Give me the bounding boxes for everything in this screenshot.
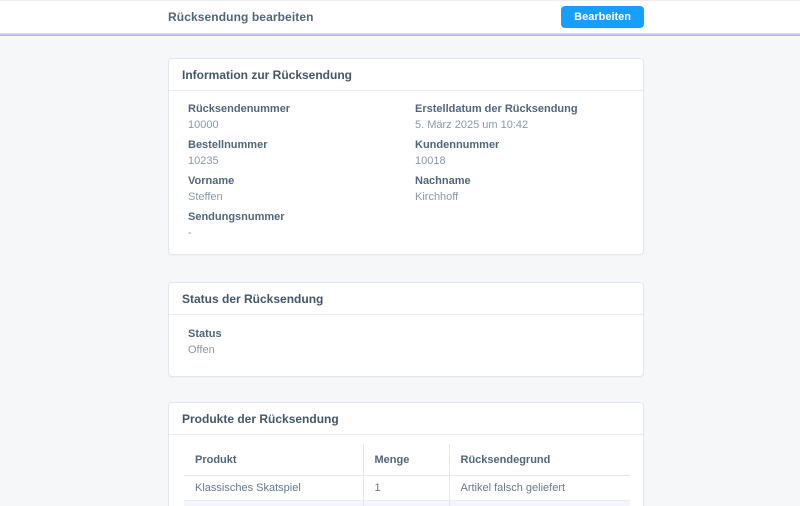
field-label: Status bbox=[188, 328, 222, 340]
smart-bar-content: Rücksendung bearbeiten Bearbeiten bbox=[168, 1, 644, 33]
status-card-body: Status Offen bbox=[169, 315, 643, 376]
field-created-date: Erstelldatum der Rücksendung 5. März 202… bbox=[415, 103, 629, 132]
table-row: Trinkflasche "Fitness" 2 Zur Auswahl bes… bbox=[184, 500, 630, 506]
field-value: 10018 bbox=[415, 155, 446, 167]
cell-product: Klassisches Skatspiel bbox=[184, 475, 363, 501]
status-card-title: Status der Rücksendung bbox=[169, 283, 643, 315]
info-card-title: Information zur Rücksendung bbox=[169, 59, 643, 91]
column-header-product: Produkt bbox=[184, 444, 363, 476]
field-tracking-number: Sendungsnummer - bbox=[188, 211, 415, 240]
cell-return-reason: Zur Auswahl bestellt bbox=[448, 500, 630, 506]
field-label: Kundennummer bbox=[415, 139, 500, 151]
page-title: Rücksendung bearbeiten bbox=[168, 10, 314, 24]
field-label: Sendungsnummer bbox=[188, 211, 285, 223]
products-card: Produkte der Rücksendung Produkt Menge R… bbox=[168, 402, 644, 506]
info-card: Information zur Rücksendung Rücksendenum… bbox=[168, 58, 644, 255]
smart-bar-accent-line bbox=[0, 33, 800, 36]
field-value: 10000 bbox=[188, 119, 219, 131]
field-order-number: Bestellnummer 10235 bbox=[188, 139, 415, 168]
field-value: 5. März 2025 um 10:42 bbox=[415, 119, 529, 131]
page-content: Information zur Rücksendung Rücksendenum… bbox=[0, 36, 800, 506]
products-card-title: Produkte der Rücksendung bbox=[169, 403, 643, 435]
info-card-body: Rücksendenummer 10000 Erstelldatum der R… bbox=[169, 91, 643, 254]
smart-bar: Rücksendung bearbeiten Bearbeiten bbox=[0, 0, 800, 33]
field-value: Offen bbox=[188, 344, 215, 356]
field-value: 10235 bbox=[188, 155, 219, 167]
field-status: Status Offen bbox=[188, 328, 629, 357]
column-header-return-reason: Rücksendegrund bbox=[448, 444, 630, 476]
table-header-row: Produkt Menge Rücksendegrund bbox=[184, 444, 630, 476]
cell-return-reason: Artikel falsch geliefert bbox=[448, 475, 630, 501]
status-card: Status der Rücksendung Status Offen bbox=[168, 282, 644, 377]
field-customer-number: Kundennummer 10018 bbox=[415, 139, 629, 168]
field-value: Steffen bbox=[188, 191, 223, 203]
field-first-name: Vorname Steffen bbox=[188, 175, 415, 204]
products-card-body: Produkt Menge Rücksendegrund Klassisches… bbox=[169, 435, 643, 506]
field-last-name: Nachname Kirchhoff bbox=[415, 175, 629, 204]
cell-product: Trinkflasche "Fitness" bbox=[184, 500, 363, 506]
table-row: Klassisches Skatspiel 1 Artikel falsch g… bbox=[184, 475, 630, 501]
field-return-number: Rücksendenummer 10000 bbox=[188, 103, 415, 132]
field-value: - bbox=[188, 227, 192, 239]
field-label: Bestellnummer bbox=[188, 139, 268, 151]
field-value: Kirchhoff bbox=[415, 191, 459, 203]
field-label: Nachname bbox=[415, 175, 471, 187]
field-label: Erstelldatum der Rücksendung bbox=[415, 103, 578, 115]
column-header-quantity: Menge bbox=[362, 444, 449, 476]
products-table: Produkt Menge Rücksendegrund Klassisches… bbox=[184, 444, 630, 506]
cell-quantity: 2 bbox=[362, 500, 449, 506]
edit-button[interactable]: Bearbeiten bbox=[561, 6, 644, 28]
field-label: Rücksendenummer bbox=[188, 103, 291, 115]
field-label: Vorname bbox=[188, 175, 235, 187]
cell-quantity: 1 bbox=[362, 475, 449, 501]
